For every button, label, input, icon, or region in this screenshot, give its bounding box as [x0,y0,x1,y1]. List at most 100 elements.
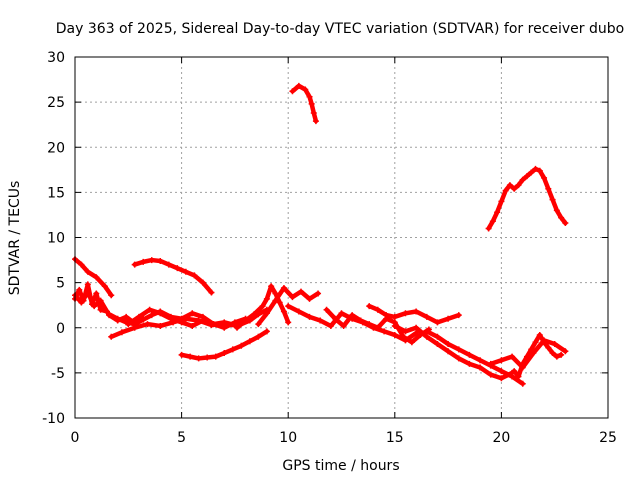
x-tick-label: 10 [279,430,297,446]
chart-title: Day 363 of 2025, Sidereal Day-to-day VTE… [56,21,624,37]
data-point [157,310,164,317]
data-point [189,310,196,317]
x-tick-label: 25 [599,430,617,446]
data-point [391,313,398,320]
data-point [400,333,407,340]
series-trace [366,303,462,325]
data-point [551,340,558,347]
data-point [312,118,319,125]
data-point [263,310,270,317]
data-point [408,339,415,346]
data-point [263,295,270,302]
data-point [148,257,155,264]
data-point [221,350,228,357]
data-series [72,82,569,387]
series-arc-right-low-d [511,331,565,380]
data-point [93,274,100,281]
data-point [402,310,409,317]
data-point [523,173,530,180]
data-point [255,333,262,340]
data-point [208,289,215,296]
data-point [528,169,535,176]
data-point [553,207,560,214]
data-point [434,319,441,326]
series-trace [132,257,214,295]
data-point [485,225,492,232]
data-point [199,279,206,286]
series-arc-mid-c [285,303,420,344]
data-point [489,218,496,225]
data-point [423,333,430,340]
data-point [445,315,452,322]
data-point [498,198,505,205]
data-point [221,319,228,326]
data-point [536,331,543,338]
data-point [210,321,217,328]
data-point [91,303,98,310]
data-point [165,261,172,268]
y-tick-label: 10 [47,231,65,247]
series-arc-right-low-b [423,328,526,387]
data-point [144,321,151,328]
data-point [338,310,345,317]
data-point [310,109,317,116]
data-point [148,312,155,319]
data-point [445,340,452,347]
data-point [541,174,548,181]
data-point [97,306,104,313]
data-point [140,316,147,323]
series-trace [234,283,291,330]
data-point [434,340,441,347]
data-point [195,355,202,362]
y-tick-label: -5 [51,366,65,382]
plot-frame [74,56,609,419]
data-point [204,354,211,361]
data-point [118,329,125,336]
y-tick-label: 15 [47,185,65,201]
data-point [383,312,390,319]
y-tick-label: 30 [47,50,65,66]
data-point [536,167,543,174]
series-arc-top [289,82,319,125]
series-arc-peak-a [234,283,292,331]
data-point [276,299,283,306]
data-point [532,339,539,346]
data-point [101,283,108,290]
data-point [84,268,91,275]
data-point [317,317,324,324]
data-point [445,348,452,355]
data-point [455,346,462,353]
data-point [455,312,462,319]
data-point [515,373,522,380]
y-tick-label: 5 [56,276,65,292]
data-point [558,214,565,221]
data-point [84,281,91,288]
data-point [146,306,153,313]
data-point [93,290,100,297]
data-point [157,322,164,329]
data-point [212,353,219,360]
data-point [366,321,373,328]
data-point [268,283,275,290]
data-point [549,350,556,357]
data-point [541,339,548,346]
data-point [528,346,535,353]
data-point [297,288,304,295]
data-point [402,328,409,335]
data-point [295,82,302,89]
data-point [477,364,484,371]
data-point [167,315,174,322]
y-tick-label: 0 [56,321,65,337]
data-point [295,308,302,315]
data-point [366,303,373,310]
data-point [519,360,526,367]
data-point [199,317,206,324]
data-point [562,220,569,227]
x-axis-label: GPS time / hours [282,458,399,474]
data-point [549,196,556,203]
series-arc-peak-b [255,285,322,328]
y-axis-label: SDTVAR / TECUs [7,181,23,296]
data-point [509,373,516,380]
data-point [332,315,339,322]
